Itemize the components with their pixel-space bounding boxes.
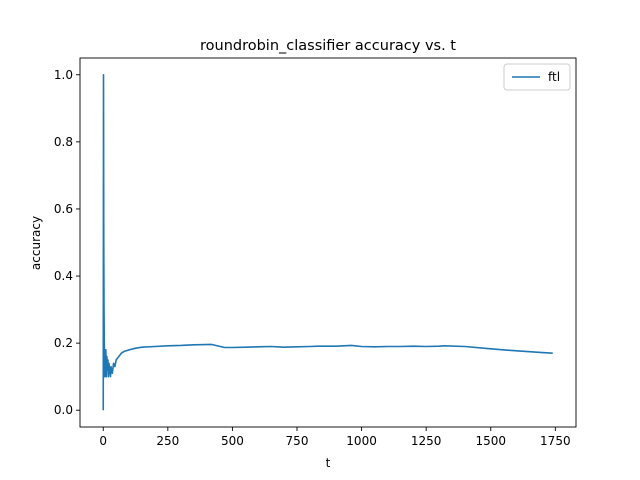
axes-frame (79, 57, 577, 428)
x-tick-label: 1250 (411, 434, 442, 448)
y-tick-label: 0.6 (54, 202, 73, 216)
x-axis-label: t (326, 456, 331, 470)
plot-area (79, 57, 577, 428)
x-tick-label: 500 (221, 434, 244, 448)
legend: ftl (503, 63, 571, 91)
x-tick-label: 1000 (346, 434, 377, 448)
y-axis-label: accuracy (29, 216, 43, 270)
y-tick-label: 0.8 (54, 135, 73, 149)
x-tick-label: 1750 (540, 434, 571, 448)
x-tick-label: 750 (286, 434, 309, 448)
y-axis: 0.0 0.2 0.4 0.6 0.8 1.0 (54, 68, 80, 417)
y-tick-label: 1.0 (54, 68, 73, 82)
y-tick-label: 0.2 (54, 336, 73, 350)
x-tick-label: 1500 (475, 434, 506, 448)
x-tick-label: 250 (156, 434, 179, 448)
y-tick-label: 0.4 (54, 269, 73, 283)
y-tick-label: 0.0 (54, 403, 73, 417)
x-tick-label: 0 (99, 434, 107, 448)
chart-title: roundrobin_classifier accuracy vs. t (200, 38, 456, 54)
legend-entry: ftl (548, 70, 560, 84)
x-axis: 0 250 500 750 1000 1250 1500 1750 (99, 427, 571, 448)
series-line-ftl (102, 73, 553, 411)
